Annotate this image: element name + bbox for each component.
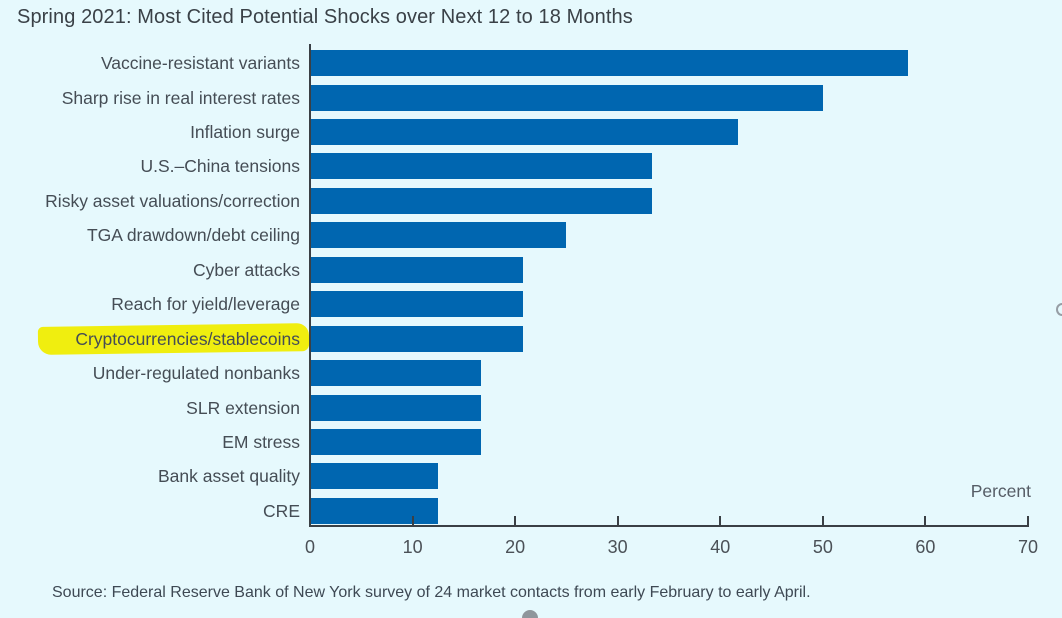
category-label: Bank asset quality <box>157 466 300 487</box>
x-tick-label: 0 <box>304 537 316 557</box>
chart-title: Spring 2021: Most Cited Potential Shocks… <box>17 6 633 28</box>
x-tick-label: 40 <box>710 537 731 557</box>
bar <box>310 429 482 455</box>
x-tick <box>821 516 824 525</box>
category-label: Risky asset valuations/correction <box>45 190 300 211</box>
x-axis-line <box>309 525 1029 527</box>
x-axis-unit-label: Percent <box>970 481 1031 501</box>
x-tick-label: 10 <box>402 537 423 557</box>
x-tick-label: 70 <box>1017 537 1039 557</box>
bar <box>310 497 439 524</box>
source-note: Source: Federal Reserve Bank of New York… <box>52 584 811 601</box>
category-label: Sharp rise in real interest rates <box>61 87 300 108</box>
bar <box>310 394 482 421</box>
bar <box>310 50 908 76</box>
bar <box>310 222 567 249</box>
x-tick <box>616 516 619 525</box>
bar <box>310 118 738 145</box>
right-edge-artifact <box>1056 303 1062 316</box>
bar <box>310 463 439 490</box>
category-label: Inflation surge <box>190 121 300 142</box>
x-tick <box>924 516 927 525</box>
category-label: Reach for yield/leverage <box>111 294 300 315</box>
x-tick-label: 60 <box>915 537 936 557</box>
category-label: SLR extension <box>186 397 300 418</box>
category-label: Under-regulated nonbanks <box>92 363 300 384</box>
x-tick <box>719 516 722 525</box>
x-tick-label: 20 <box>505 537 526 557</box>
category-label: TGA drawdown/debt ceiling <box>86 225 300 246</box>
bar <box>310 291 524 318</box>
bar <box>310 84 823 111</box>
x-tick <box>514 516 517 525</box>
category-label: U.S.–China tensions <box>140 156 300 177</box>
y-axis-line <box>309 44 311 527</box>
bar <box>310 153 652 180</box>
bar <box>310 256 524 283</box>
bar <box>310 187 652 214</box>
x-tick <box>1027 516 1029 525</box>
bar <box>310 360 482 387</box>
x-tick <box>411 516 414 525</box>
category-label: Cyber attacks <box>193 259 300 280</box>
category-label: Vaccine-resistant variants <box>100 53 300 73</box>
x-tick-label: 50 <box>812 537 833 557</box>
bar <box>310 325 524 352</box>
x-tick-label: 30 <box>607 537 628 557</box>
category-label: EM stress <box>222 432 300 452</box>
category-label: CRE <box>263 500 300 521</box>
category-label: Cryptocurrencies/stablecoins <box>75 328 300 349</box>
clipped-circle-artifact <box>522 610 538 618</box>
